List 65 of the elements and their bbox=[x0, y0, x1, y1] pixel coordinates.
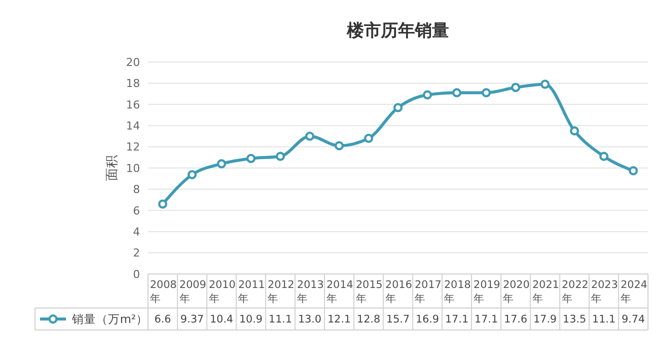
data-label: 17.9 bbox=[533, 314, 557, 326]
point bbox=[364, 134, 374, 143]
data-label: 11.1 bbox=[268, 314, 292, 326]
data-label: 17.6 bbox=[504, 314, 528, 326]
y-tick-label: 18 bbox=[126, 77, 140, 90]
point bbox=[158, 199, 168, 209]
x-tick-label: 2019年 bbox=[474, 279, 500, 305]
x-tick-label: 2009年 bbox=[179, 279, 206, 305]
data-label: 9.37 bbox=[180, 314, 204, 326]
point bbox=[188, 170, 197, 180]
point bbox=[570, 126, 580, 136]
x-tick-label: 2015年 bbox=[356, 279, 383, 305]
y-tick-label: 0 bbox=[133, 268, 140, 281]
y-tick-label: 4 bbox=[133, 225, 140, 238]
x-tick-label: 2021年 bbox=[532, 279, 560, 305]
y-tick-label: 14 bbox=[126, 119, 140, 132]
data-label: 17.1 bbox=[445, 314, 469, 326]
y-tick-label: 6 bbox=[133, 204, 140, 218]
data-label: 12.8 bbox=[356, 314, 380, 326]
data-label: 13.5 bbox=[562, 314, 586, 326]
x-tick-label: 2016年 bbox=[385, 279, 412, 305]
x-tick-label: 2023年 bbox=[591, 279, 618, 305]
y-axis-title: 面积 bbox=[105, 155, 120, 181]
y-tick-label: 16 bbox=[126, 98, 140, 112]
data-label: 17.1 bbox=[474, 314, 498, 326]
data-label: 12.1 bbox=[327, 314, 351, 326]
x-tick-label: 2013年 bbox=[297, 279, 324, 305]
data-label: 16.9 bbox=[416, 314, 440, 326]
point bbox=[276, 152, 285, 161]
x-tick-label: 2022年 bbox=[562, 279, 588, 305]
x-tick-label: 2011年 bbox=[238, 279, 265, 305]
point bbox=[511, 82, 520, 92]
data-label: 10.9 bbox=[239, 314, 263, 326]
point bbox=[305, 132, 314, 141]
chart-title: 楼市历年销量 bbox=[346, 21, 449, 41]
point bbox=[452, 88, 462, 98]
x-tick-label: 2018年 bbox=[444, 279, 471, 305]
y-tick-label: 8 bbox=[133, 183, 140, 196]
legend-label: 销量（万m²） bbox=[71, 312, 148, 326]
y-tick-label: 20 bbox=[126, 56, 140, 69]
point bbox=[393, 102, 403, 112]
x-tick-label: 2008年 bbox=[150, 279, 177, 305]
x-tick-label: 2017年 bbox=[414, 279, 442, 305]
y-tick-label: 10 bbox=[126, 162, 140, 175]
point bbox=[334, 141, 344, 150]
point bbox=[216, 159, 226, 168]
y-tick-label: 2 bbox=[133, 246, 140, 260]
data-label: 11.1 bbox=[592, 314, 616, 326]
point bbox=[628, 166, 638, 176]
point bbox=[599, 152, 608, 161]
x-tick-label: 2012年 bbox=[268, 279, 294, 305]
data-label: 13.0 bbox=[298, 314, 322, 326]
point bbox=[422, 90, 432, 100]
point bbox=[540, 80, 550, 89]
point bbox=[246, 154, 256, 164]
y-tick-label: 12 bbox=[126, 140, 140, 154]
x-tick-label: 2014年 bbox=[326, 279, 354, 305]
data-label: 6.6 bbox=[154, 314, 172, 326]
data-label: 10.4 bbox=[210, 314, 234, 326]
x-tick-label: 2024年 bbox=[620, 279, 648, 305]
point bbox=[482, 88, 491, 98]
data-label: 15.7 bbox=[386, 314, 410, 326]
x-tick-label: 2020年 bbox=[502, 279, 530, 305]
x-tick-label: 2010年 bbox=[208, 279, 236, 305]
data-label: 9.74 bbox=[622, 314, 646, 326]
